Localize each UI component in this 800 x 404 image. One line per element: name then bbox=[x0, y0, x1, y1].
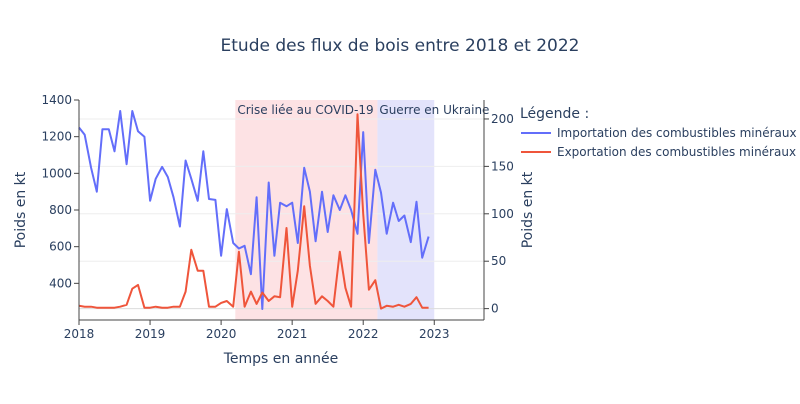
x-tick-label-1: 2019 bbox=[135, 327, 166, 341]
y-left-tick-label-1: 600 bbox=[49, 240, 72, 254]
x-tick-label-4: 2022 bbox=[348, 327, 379, 341]
y-right-tick-label-0: 0 bbox=[491, 302, 499, 316]
band-1 bbox=[377, 100, 435, 320]
y-right-tick-label-2: 100 bbox=[491, 207, 514, 221]
legend-label-1[interactable]: Exportation des combustibles minéraux bbox=[557, 145, 796, 159]
series-layer bbox=[78, 110, 430, 310]
y-left-axis-title: Poids en kt bbox=[13, 171, 29, 248]
legend-title: Légende : bbox=[520, 106, 589, 122]
band-label-1: Guerre en Ukraine bbox=[379, 103, 489, 117]
band-label-0: Crise liée au COVID-19 bbox=[237, 103, 373, 117]
y-left-tick-label-5: 1400 bbox=[41, 93, 72, 107]
y-right-axis-title: Poids en kt bbox=[520, 171, 536, 248]
x-tick-label-2: 2020 bbox=[206, 327, 237, 341]
y-left-tick-label-0: 400 bbox=[49, 276, 72, 290]
x-tick-label-3: 2021 bbox=[277, 327, 308, 341]
y-left-tick-label-3: 1000 bbox=[41, 166, 72, 180]
chart-title: Etude des flux de bois entre 2018 et 202… bbox=[221, 36, 580, 56]
legend: Légende : Importation des combustibles m… bbox=[520, 106, 797, 159]
y-left-tick-label-2: 800 bbox=[49, 203, 72, 217]
x-tick-label-5: 2023 bbox=[419, 327, 450, 341]
x-tick-label-0: 2018 bbox=[64, 327, 95, 341]
legend-label-0[interactable]: Importation des combustibles minéraux bbox=[557, 126, 797, 140]
ticks-layer: 2018 2019 2020 2021 2022 20234006008001000120… bbox=[41, 93, 513, 341]
x-axis-title: Temps en année bbox=[223, 351, 339, 367]
y-left-tick-label-4: 1200 bbox=[41, 130, 72, 144]
y-right-tick-label-4: 200 bbox=[491, 112, 514, 126]
series-line-1 bbox=[78, 113, 429, 310]
y-right-tick-label-1: 50 bbox=[491, 254, 506, 268]
y-right-tick-label-3: 150 bbox=[491, 159, 514, 173]
series-line-0 bbox=[78, 110, 430, 310]
legend-items: Importation des combustibles minéraux Exp… bbox=[521, 126, 797, 159]
